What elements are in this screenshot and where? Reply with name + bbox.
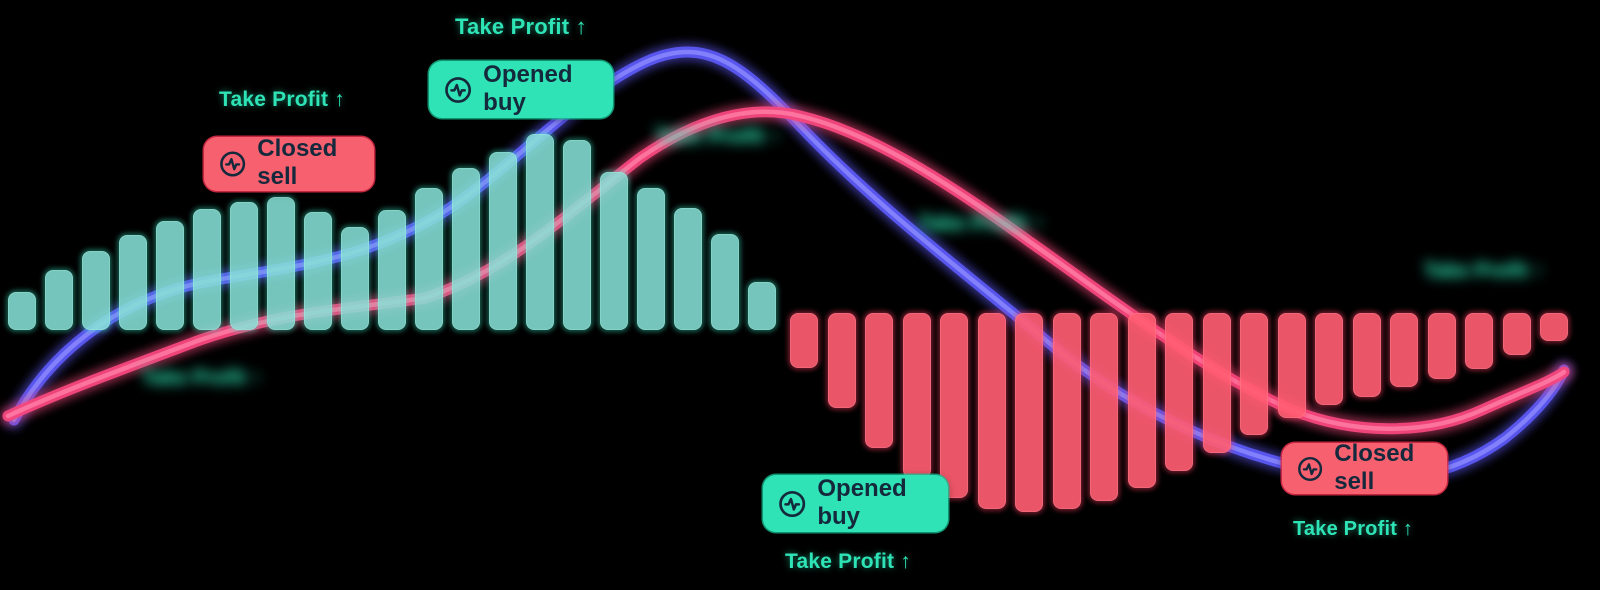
sell-volume-bar [1127,313,1156,488]
badge-label: Opened buy [817,474,907,530]
buy-volume-bar [748,282,776,330]
sell-volume-bar [940,313,968,498]
tp-right-blur-label: Take Profit ↑ [918,212,1044,235]
tp-far-right-blur-label: Take Profit ↑ [1424,260,1545,282]
sell-volume-bar [977,313,1006,509]
buy-volume-bar [8,292,36,330]
tp-bottom-right-label: Take Profit ↑ [1293,518,1414,540]
tp-bottom-mid-label: Take Profit ↑ [785,550,911,573]
sell-volume-bar [1277,313,1306,418]
sell-volume-bar [1165,313,1193,471]
tp-left-label: Take Profit ↑ [219,88,345,111]
pulse-icon [220,151,246,177]
buy-volume-bar [82,251,110,330]
pulse-icon [1298,456,1323,481]
buy-volume-bar [45,270,73,330]
buy-volume-bar [230,202,258,330]
buy-volume-bar [637,188,665,330]
closed-sell-right-badge[interactable]: Closed sell [1282,439,1447,495]
sell-volume-bar [1202,313,1231,453]
buy-volume-bar [267,197,295,330]
sell-volume-bar [1502,313,1531,355]
pulse-icon [445,76,471,103]
sell-volume-bar [1090,313,1118,501]
sell-volume-bar [1390,313,1418,387]
buy-volume-bar [489,152,517,330]
sell-volume-bar [1240,313,1268,435]
sell-volume-bar [1015,313,1043,512]
buy-volume-bar [415,188,443,330]
sell-volume-bar [1427,313,1456,379]
buy-volume-bar [600,172,628,330]
buy-volume-bar [526,134,554,330]
buy-volume-bar [193,209,221,330]
closed-sell-left-badge[interactable]: Closed sell [204,135,374,191]
sell-volume-bar [1465,313,1493,369]
sell-volume-bar [827,313,856,408]
buy-volume-bar [341,227,369,330]
buy-volume-bar [378,210,406,330]
tp-mid-blur-label: Take Profit ↑ [655,125,781,148]
buy-volume-bar [711,234,739,330]
pulse-icon [779,490,806,517]
sell-volume-bar [1540,313,1568,341]
buy-volume-bar [563,140,591,330]
sell-volume-bar [1052,313,1081,509]
tp-bottom-left-blur-label: Take Profit ↑ [142,367,263,389]
opened-buy-top-badge[interactable]: Opened buy [429,61,613,118]
buy-volume-bar [674,208,702,330]
sell-volume-bar [1352,313,1381,397]
badge-label: Opened buy [483,60,573,116]
buy-volume-bar [119,235,147,330]
sell-volume-bar [1315,313,1343,405]
sell-volume-bar [865,313,893,448]
opened-buy-bottom-badge[interactable]: Opened buy [763,475,948,532]
sell-volume-bar [902,313,931,478]
buy-volume-bar [452,168,480,330]
tp-top-label: Take Profit ↑ [455,14,587,39]
buy-volume-bar [304,212,332,330]
badge-label: Closed sell [257,135,338,190]
buy-volume-bar [156,221,184,330]
sell-volume-bar [790,313,818,368]
badge-label: Closed sell [1334,439,1415,495]
